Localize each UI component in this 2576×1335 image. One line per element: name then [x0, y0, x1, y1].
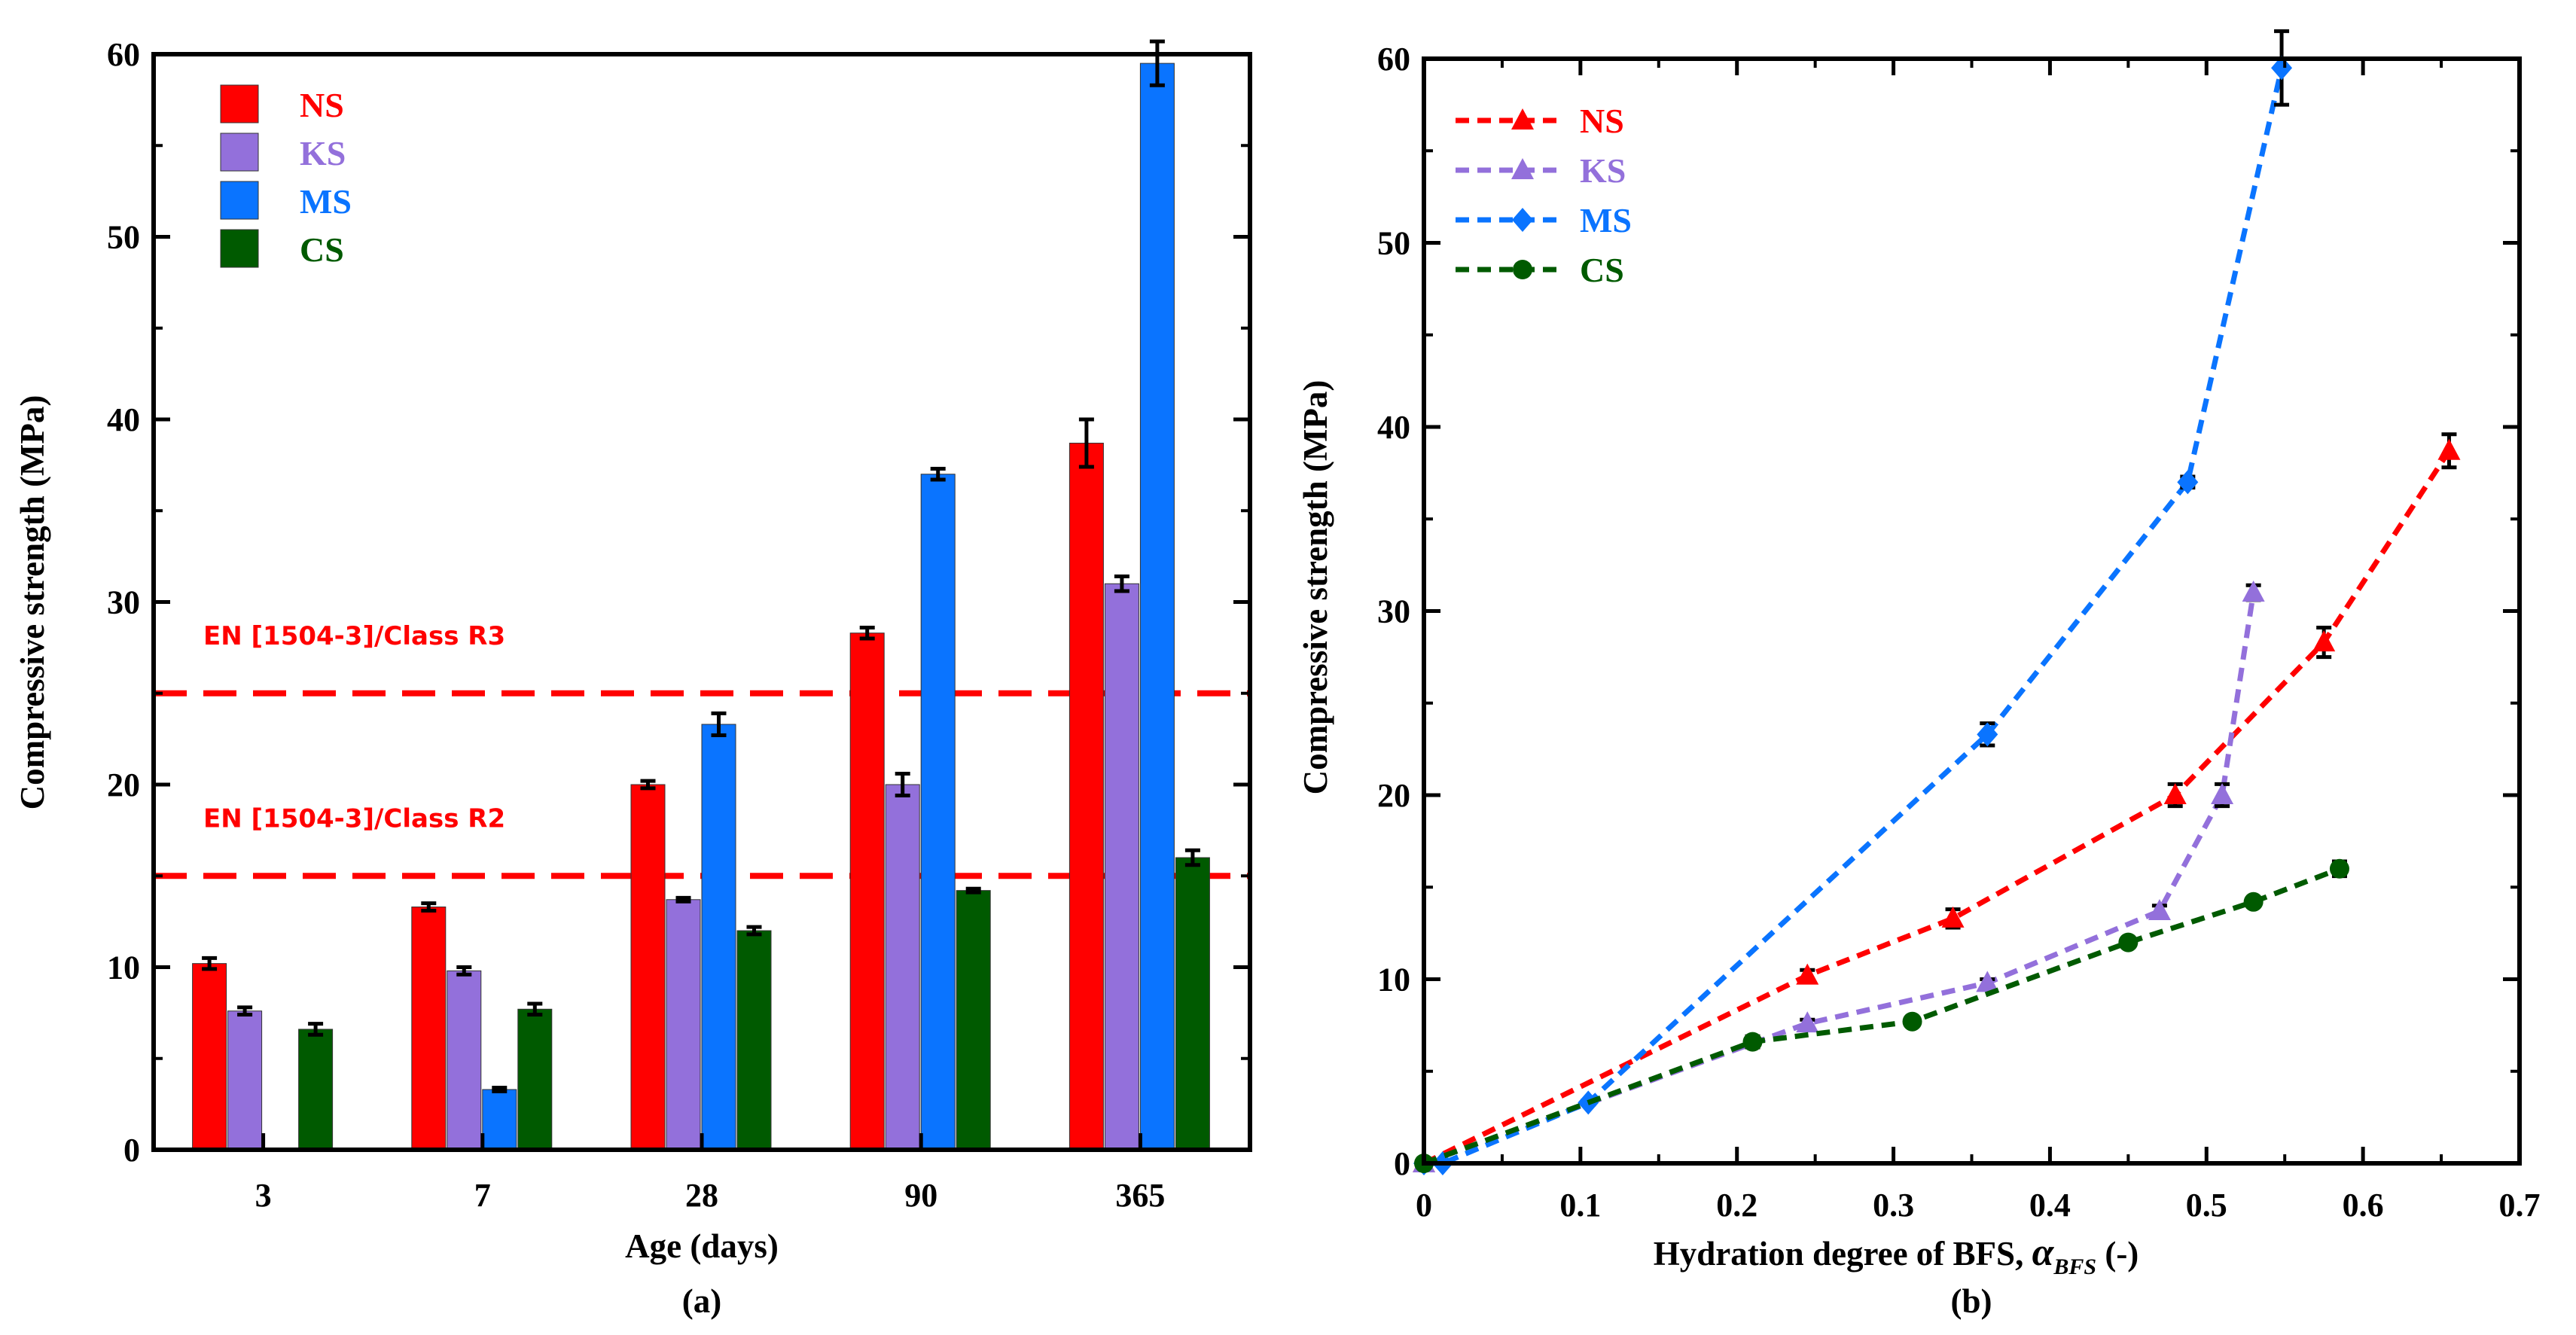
panel-b-legend: NS KS MS CS [1456, 102, 1632, 289]
bar-ks-90 [885, 784, 920, 1151]
x-tick-label: 3 [255, 1177, 272, 1214]
legend-label-ns: NS [300, 86, 344, 124]
y-tick-label: 60 [107, 36, 140, 73]
y-tick-label: 40 [107, 401, 140, 438]
legend-label-cs: CS [300, 230, 344, 269]
bar-ns-90 [849, 632, 885, 1151]
series-line-ks [1422, 592, 2257, 1166]
legend-label-ks: KS [300, 134, 346, 172]
bar-cs-90 [956, 890, 991, 1151]
point-ks-4 [2211, 783, 2234, 804]
legend-marker-cs [1513, 260, 1532, 279]
y-tick-label: 50 [1377, 225, 1410, 262]
y-tick-label: 10 [107, 949, 140, 986]
x-tick-label: 0.2 [1716, 1187, 1757, 1224]
x-tick-label: 0.7 [2499, 1187, 2541, 1224]
series-line-cs [1422, 866, 2341, 1166]
bar-ns-365 [1069, 443, 1104, 1151]
point-cs-4 [2243, 892, 2264, 912]
legend-marker-ms [1512, 208, 1533, 232]
bar-ms-90 [920, 474, 956, 1151]
legend-label-ns: NS [1580, 102, 1624, 140]
point-ms-4 [2177, 470, 2199, 495]
bar-cs-28 [736, 930, 772, 1151]
bar-ns-3 [192, 963, 227, 1151]
bar-ks-365 [1104, 583, 1139, 1151]
panel-a-bar-chart: EN [1504-3]/Class R3 EN [1504-3]/Class R2… [14, 36, 1252, 1320]
point-ms-5 [2271, 56, 2293, 81]
y-tick-label: 0 [123, 1132, 140, 1169]
reference-line-label-en-1504-3-class-r2: EN [1504-3]/Class R2 [203, 803, 505, 834]
y-tick-label: 30 [1377, 593, 1410, 630]
point-cs-3 [2118, 932, 2139, 952]
legend-label-cs: CS [1580, 251, 1624, 289]
x-tick-label: 7 [474, 1177, 491, 1214]
legend-marker-ns [1511, 108, 1534, 130]
point-ks-1 [1796, 1011, 1819, 1033]
y-tick-label: 0 [1394, 1145, 1410, 1182]
point-cs-2 [1902, 1011, 1922, 1032]
y-tick-label: 60 [1377, 41, 1410, 78]
legend-label-ms: MS [1580, 201, 1632, 239]
x-tick-label: 90 [904, 1177, 937, 1214]
panel-a-legend: NS KS MS CS [220, 84, 352, 269]
bar-ks-28 [666, 899, 701, 1151]
x-tick-label: 0.4 [2029, 1187, 2071, 1224]
x-tick-label: 0.6 [2343, 1187, 2384, 1224]
bar-cs-3 [298, 1029, 334, 1151]
bar-ms-7 [482, 1089, 517, 1151]
x-tick-label: 365 [1115, 1177, 1165, 1214]
bar-ns-28 [630, 784, 666, 1151]
legend-swatch-ms [220, 181, 259, 220]
series-line-ns [1422, 449, 2452, 1166]
y-tick-label: 40 [1377, 409, 1410, 446]
legend-swatch-cs [220, 229, 259, 268]
legend-label-ks: KS [1580, 151, 1626, 190]
point-ns-3 [2163, 783, 2187, 804]
y-tick-label: 20 [1377, 777, 1410, 814]
point-ns-1 [1796, 963, 1819, 985]
legend-label-ms: MS [300, 182, 352, 221]
point-cs-5 [2329, 858, 2349, 879]
bar-cs-365 [1175, 857, 1210, 1151]
bar-cs-7 [517, 1008, 553, 1151]
x-tick-label: 0 [1416, 1187, 1432, 1224]
legend-swatch-ns [220, 84, 259, 123]
point-ms-3 [1977, 722, 1998, 747]
y-tick-label: 20 [107, 767, 140, 803]
panel-a-y-axis-label: Compressive strength (MPa) [14, 395, 51, 810]
panel-b-caption: (b) [1951, 1282, 1992, 1320]
bar-ns-7 [411, 906, 447, 1151]
x-tick-label: 0.3 [1873, 1187, 1914, 1224]
point-ns-2 [1941, 906, 1965, 928]
point-ks-2 [1976, 971, 1999, 992]
legend-marker-ks [1511, 158, 1534, 179]
panel-a-caption: (a) [682, 1282, 721, 1320]
y-tick-label: 30 [107, 584, 140, 621]
legend-swatch-ks [220, 133, 259, 172]
x-tick-label: 0.1 [1559, 1187, 1601, 1224]
y-tick-label: 10 [1377, 962, 1410, 998]
point-ks-3 [2148, 899, 2171, 921]
point-ns-5 [2437, 438, 2461, 460]
panel-b-line-chart: 0 10 20 30 40 50 60 0 0.1 0.2 0.3 0.4 0.5 0.6 0.7 NS K… [1297, 29, 2541, 1320]
x-tick-label: 0.5 [2186, 1187, 2227, 1224]
series-line-ms [1424, 67, 2285, 1166]
reference-line-label-en-1504-3-class-r3: EN [1504-3]/Class R3 [203, 621, 505, 651]
point-ns-4 [2312, 630, 2336, 652]
point-cs-1 [1742, 1032, 1763, 1052]
bar-ks-7 [447, 970, 482, 1151]
panel-a-x-axis-label: Age (days) [625, 1227, 779, 1265]
panel-b-y-axis-label: Compressive strength (MPa) [1297, 380, 1334, 795]
bar-ks-3 [227, 1010, 263, 1151]
bar-ms-28 [701, 724, 736, 1151]
bar-ms-365 [1139, 62, 1175, 1151]
point-ks-5 [2242, 581, 2265, 602]
x-tick-label: 28 [685, 1177, 718, 1214]
panel-b-x-axis-label: Hydration degree of BFS, αBFS (-) [1654, 1231, 2139, 1279]
y-tick-label: 50 [107, 219, 140, 256]
